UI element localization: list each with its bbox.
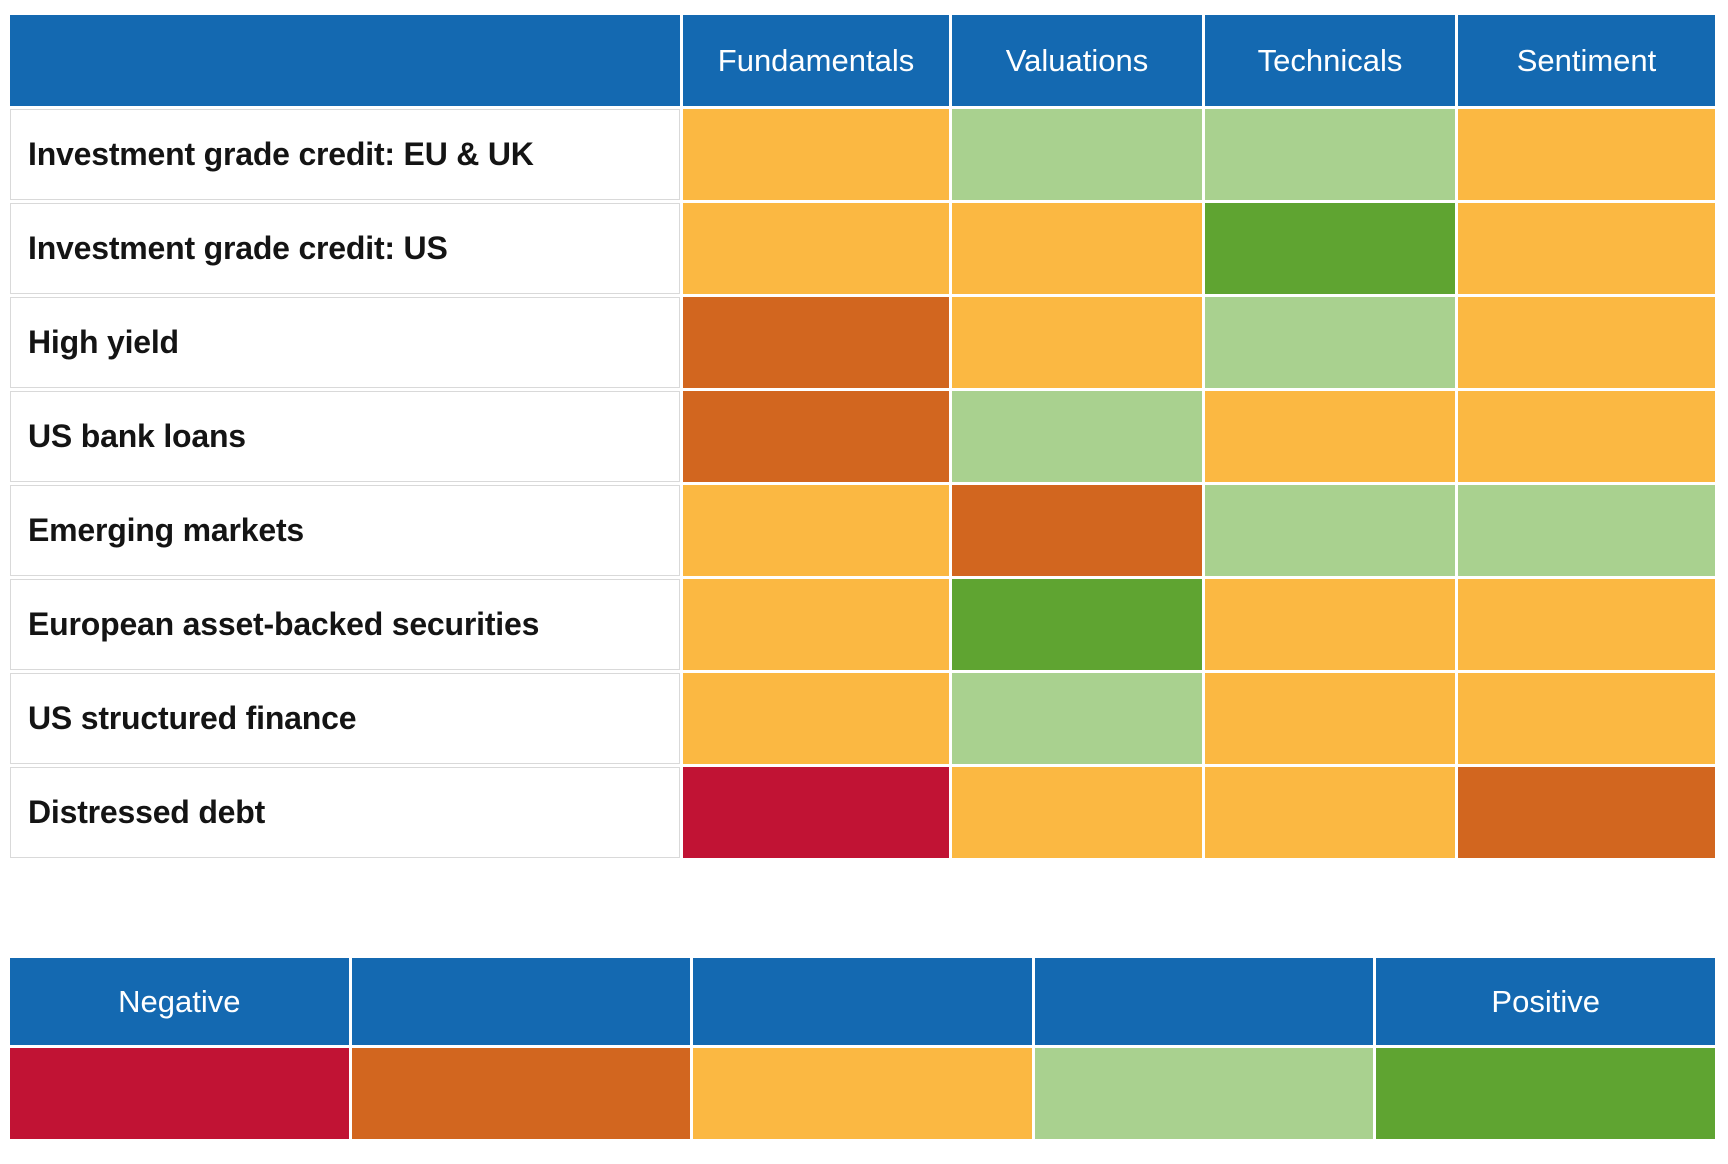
- rating-cell-investment-grade-credit-us-technicals: [1205, 203, 1455, 294]
- rating-cell-us-bank-loans-sentiment: [1458, 391, 1715, 482]
- column-header-sentiment: Sentiment: [1458, 15, 1715, 106]
- rating-cell-investment-grade-credit-eu-uk-valuations: [952, 109, 1202, 200]
- legend-header-blank-3: [1034, 958, 1374, 1045]
- legend-swatch-neutral: [693, 1048, 1032, 1139]
- legend-swatch-negative-1: [351, 1048, 691, 1139]
- rating-cell-us-bank-loans-valuations: [952, 391, 1202, 482]
- rating-cell-emerging-markets-fundamentals: [683, 485, 949, 576]
- row-label-investment-grade-credit-eu-uk: Investment grade credit: EU & UK: [10, 109, 680, 200]
- rating-cell-distressed-debt-fundamentals: [683, 767, 949, 858]
- rating-cell-us-bank-loans-technicals: [1205, 391, 1455, 482]
- legend-header-blank-2: [693, 958, 1032, 1045]
- rating-cell-distressed-debt-valuations: [952, 767, 1202, 858]
- row-label-distressed-debt: Distressed debt: [10, 767, 680, 858]
- rating-cell-distressed-debt-sentiment: [1458, 767, 1715, 858]
- row-label-european-asset-backed-securities: European asset-backed securities: [10, 579, 680, 670]
- rating-cell-emerging-markets-technicals: [1205, 485, 1455, 576]
- rating-cell-us-structured-finance-fundamentals: [683, 673, 949, 764]
- legend-header-positive: Positive: [1376, 958, 1715, 1045]
- rating-cell-emerging-markets-sentiment: [1458, 485, 1715, 576]
- rating-cell-european-asset-backed-securities-valuations: [952, 579, 1202, 670]
- column-header-valuations: Valuations: [952, 15, 1202, 106]
- legend-header-blank-1: [351, 958, 691, 1045]
- legend-swatch-positive-2: [1376, 1048, 1715, 1139]
- rating-cell-european-asset-backed-securities-technicals: [1205, 579, 1455, 670]
- legend-header-negative: Negative: [10, 958, 349, 1045]
- rating-cell-investment-grade-credit-eu-uk-fundamentals: [683, 109, 949, 200]
- ratings-matrix: Fundamentals Valuations Technicals Sentimen…: [10, 15, 1715, 858]
- rating-cell-us-structured-finance-sentiment: [1458, 673, 1715, 764]
- row-label-emerging-markets: Emerging markets: [10, 485, 680, 576]
- row-label-us-structured-finance: US structured finance: [10, 673, 680, 764]
- rating-cell-investment-grade-credit-eu-uk-technicals: [1205, 109, 1455, 200]
- rating-cell-investment-grade-credit-us-sentiment: [1458, 203, 1715, 294]
- rating-cell-distressed-debt-technicals: [1205, 767, 1455, 858]
- rating-scale-legend: Negative Positive: [10, 958, 1715, 1139]
- corner-header-cell: [10, 15, 680, 106]
- rating-cell-us-structured-finance-technicals: [1205, 673, 1455, 764]
- row-label-high-yield: High yield: [10, 297, 680, 388]
- row-label-us-bank-loans: US bank loans: [10, 391, 680, 482]
- rating-cell-european-asset-backed-securities-fundamentals: [683, 579, 949, 670]
- rating-cell-emerging-markets-valuations: [952, 485, 1202, 576]
- rating-cell-high-yield-fundamentals: [683, 297, 949, 388]
- rating-cell-high-yield-technicals: [1205, 297, 1455, 388]
- rating-cell-investment-grade-credit-eu-uk-sentiment: [1458, 109, 1715, 200]
- rating-cell-european-asset-backed-securities-sentiment: [1458, 579, 1715, 670]
- rating-cell-high-yield-valuations: [952, 297, 1202, 388]
- rating-cell-high-yield-sentiment: [1458, 297, 1715, 388]
- rating-cell-investment-grade-credit-us-fundamentals: [683, 203, 949, 294]
- row-label-investment-grade-credit-us: Investment grade credit: US: [10, 203, 680, 294]
- column-header-technicals: Technicals: [1205, 15, 1455, 106]
- column-header-fundamentals: Fundamentals: [683, 15, 949, 106]
- legend-swatch-negative-2: [10, 1048, 349, 1139]
- legend-swatch-positive-1: [1034, 1048, 1374, 1139]
- rating-cell-us-bank-loans-fundamentals: [683, 391, 949, 482]
- rating-cell-us-structured-finance-valuations: [952, 673, 1202, 764]
- rating-cell-investment-grade-credit-us-valuations: [952, 203, 1202, 294]
